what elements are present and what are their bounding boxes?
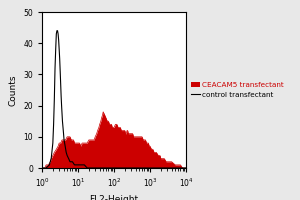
control transfectant	[76, 164, 80, 166]
control transfectant	[68, 161, 72, 163]
control transfectant	[73, 164, 76, 166]
control transfectant	[101, 167, 105, 169]
X-axis label: FL2-Height: FL2-Height	[89, 195, 139, 200]
control transfectant	[63, 145, 67, 147]
control transfectant	[56, 30, 59, 32]
control transfectant	[55, 33, 58, 35]
control transfectant	[137, 167, 141, 169]
control transfectant	[56, 33, 60, 35]
control transfectant	[52, 98, 56, 101]
control transfectant	[93, 167, 97, 169]
Legend: CEACAM5 transfectant, control transfectant: CEACAM5 transfectant, control transfecta…	[191, 82, 284, 98]
control transfectant	[44, 167, 48, 169]
control transfectant	[85, 167, 89, 169]
control transfectant	[40, 167, 44, 169]
control transfectant	[54, 48, 58, 51]
control transfectant	[57, 39, 60, 41]
control transfectant	[61, 129, 65, 132]
control transfectant	[51, 142, 55, 144]
control transfectant	[59, 95, 63, 97]
control transfectant	[184, 167, 188, 169]
Line: control transfectant: control transfectant	[42, 31, 186, 168]
control transfectant	[79, 164, 83, 166]
control transfectant	[58, 58, 61, 60]
control transfectant	[65, 154, 69, 157]
control transfectant	[60, 104, 63, 107]
control transfectant	[75, 164, 78, 166]
control transfectant	[58, 70, 62, 72]
control transfectant	[62, 139, 66, 141]
control transfectant	[50, 157, 53, 160]
control transfectant	[67, 157, 70, 160]
Y-axis label: Counts: Counts	[9, 74, 18, 106]
control transfectant	[59, 83, 62, 85]
control transfectant	[52, 123, 56, 126]
control transfectant	[64, 151, 68, 154]
control transfectant	[70, 161, 74, 163]
control transfectant	[82, 164, 86, 166]
control transfectant	[47, 164, 51, 166]
control transfectant	[55, 30, 59, 32]
control transfectant	[53, 67, 57, 69]
control transfectant	[57, 48, 61, 51]
control transfectant	[112, 167, 116, 169]
control transfectant	[88, 167, 92, 169]
control transfectant	[61, 120, 64, 122]
